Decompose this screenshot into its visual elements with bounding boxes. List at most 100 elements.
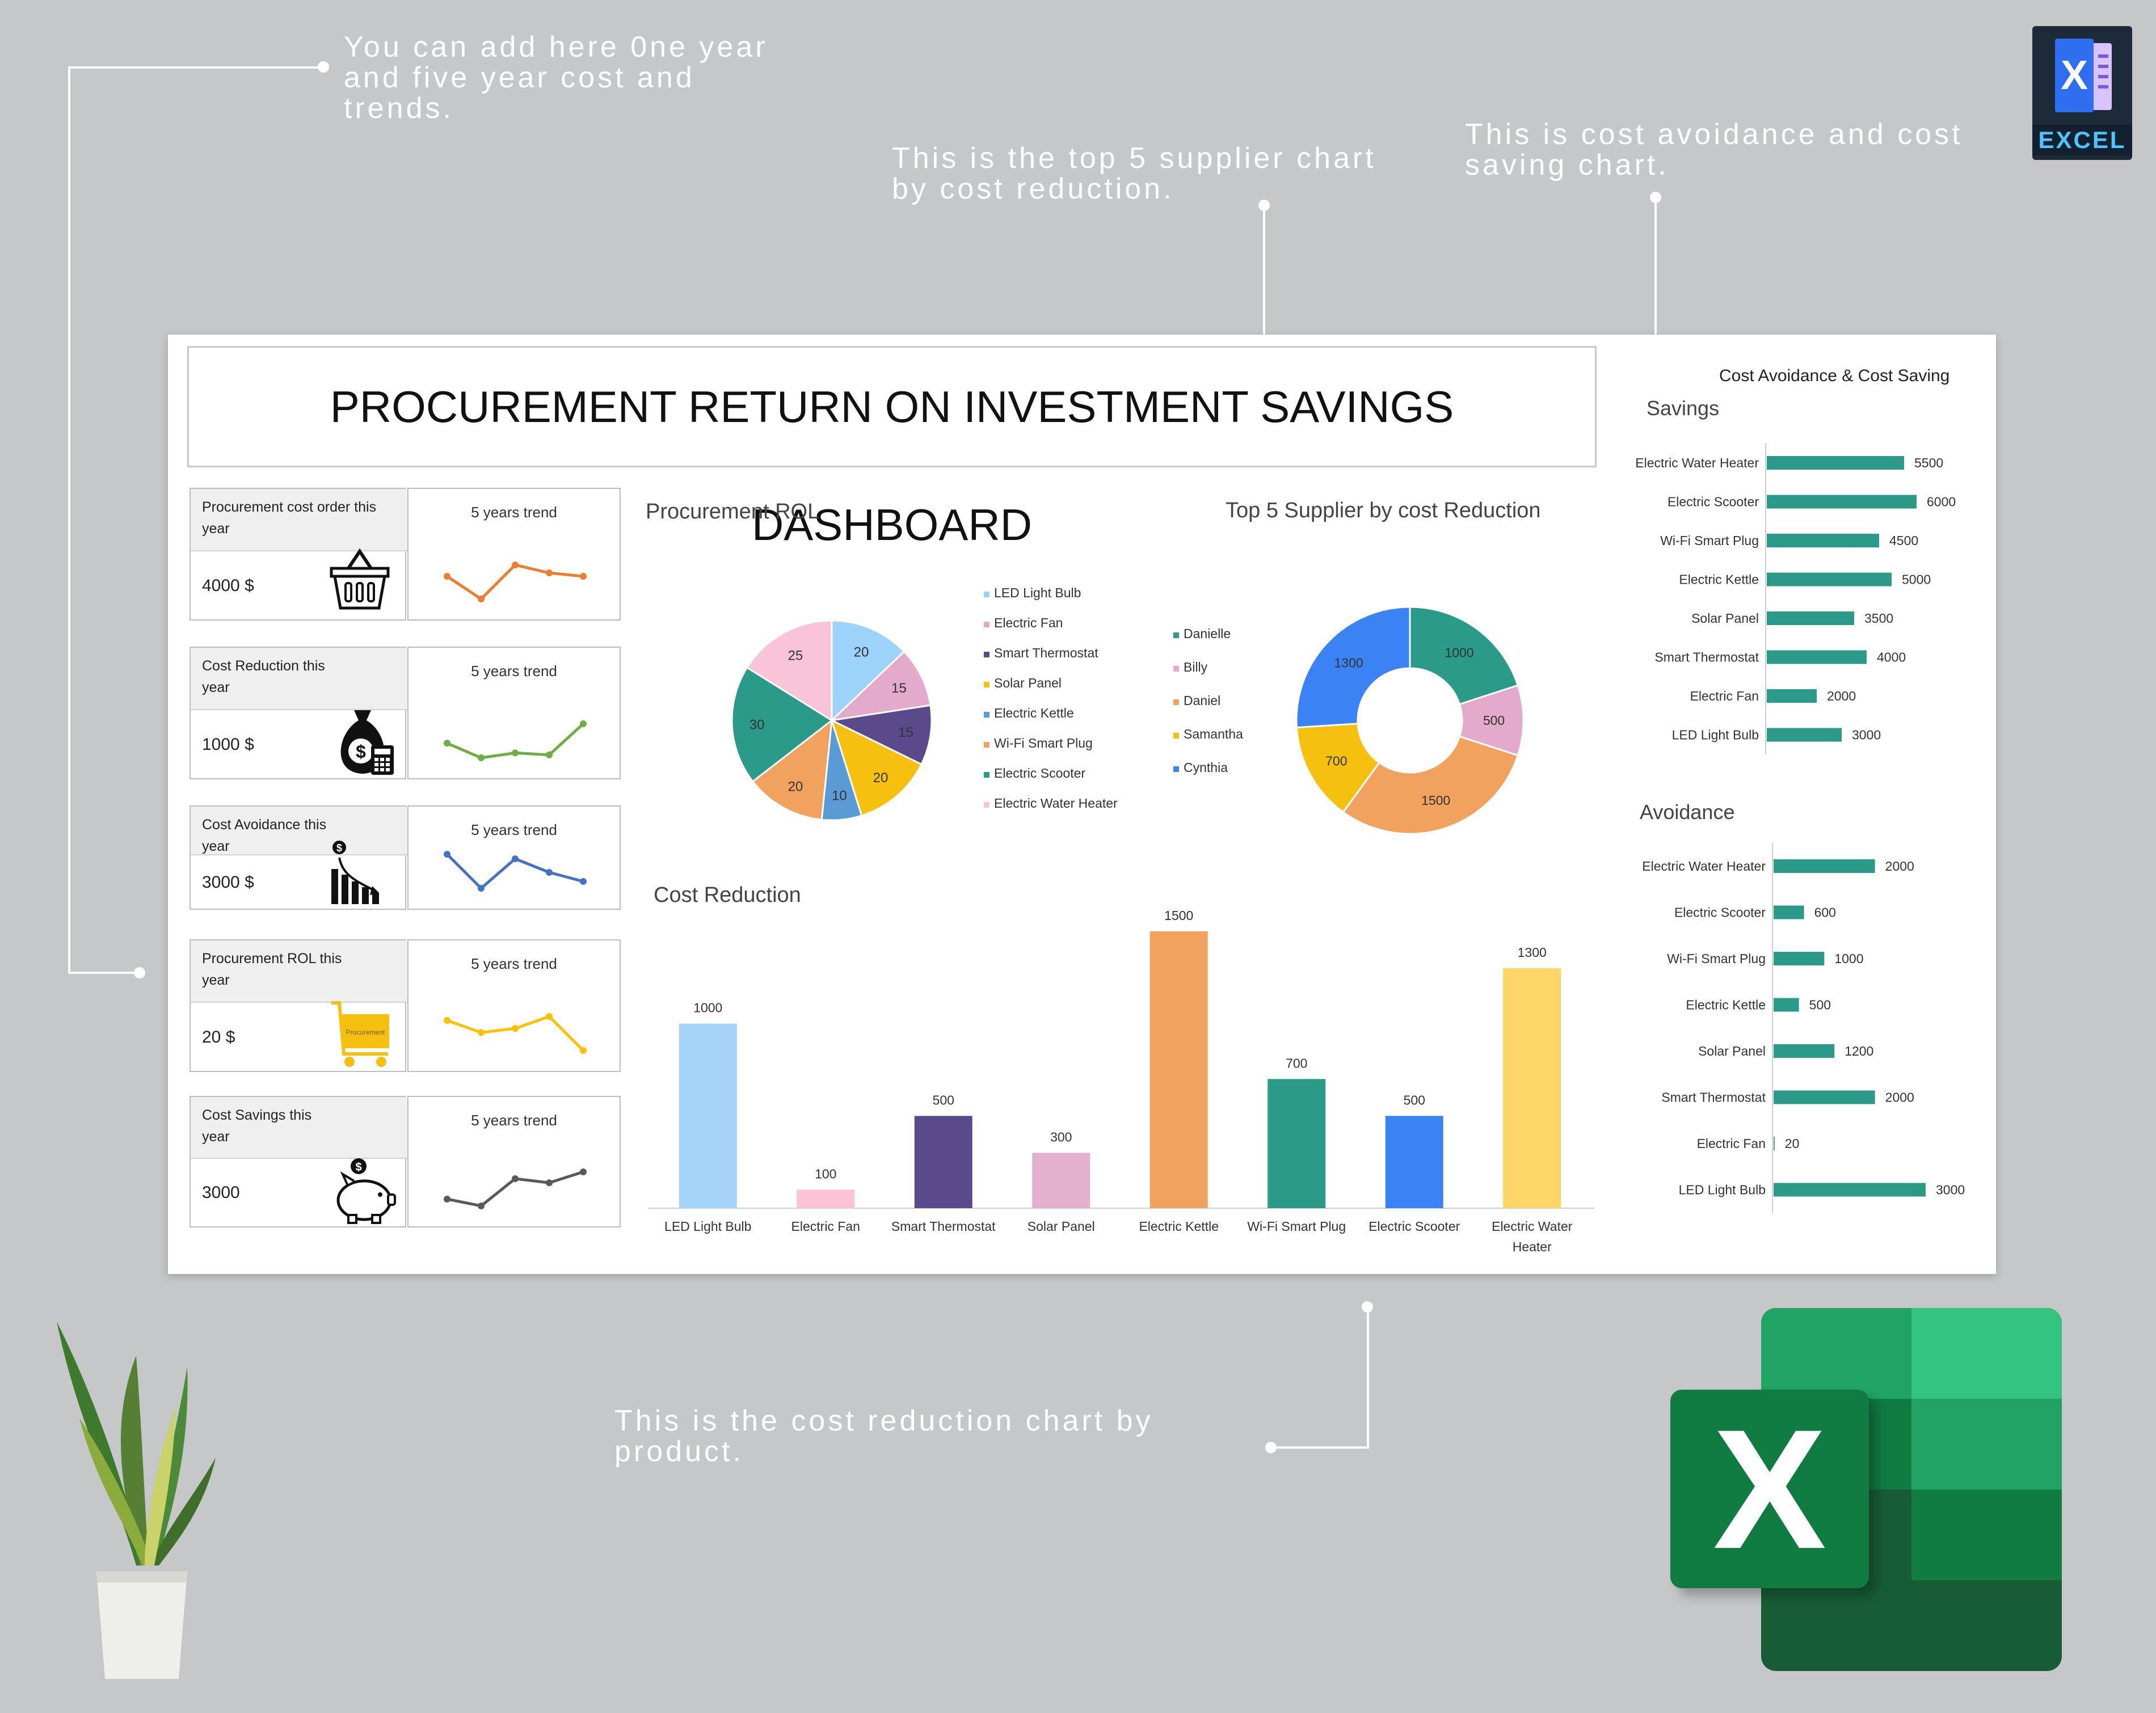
- sparkline-point: [444, 1196, 450, 1203]
- pie-slice: [829, 704, 933, 766]
- hbar: [1767, 534, 1879, 547]
- donut-legend-label: Billy: [1184, 660, 1208, 674]
- pie-legend-swatch: [984, 652, 989, 657]
- bar: [1149, 931, 1208, 1208]
- kpi-sparkline: [444, 720, 587, 761]
- donut-segment: [1342, 735, 1519, 835]
- hbar-category-label: Solar Panel: [1698, 1044, 1766, 1058]
- hbar-value-label: 1000: [1834, 951, 1863, 966]
- donut-legend-swatch: [1173, 733, 1179, 739]
- kpi-panel: Procurement cost order this year 4000 $ 5 y…: [168, 335, 633, 1274]
- bar-category-label: LED Light Bulb: [664, 1219, 751, 1234]
- pie-slice: [830, 719, 923, 817]
- bar-category-label: Heater: [1513, 1239, 1552, 1254]
- kpi-trend-label: 5 years trend: [471, 955, 557, 972]
- sparkline-point: [444, 1017, 450, 1024]
- pie-slice: [731, 666, 833, 783]
- badge-label: EXCEL: [2032, 125, 2132, 155]
- sparkline-point: [444, 573, 450, 580]
- bar: [1503, 968, 1561, 1208]
- kpi-label-line2: year: [202, 972, 230, 988]
- pie-slice-label: 20: [873, 770, 888, 786]
- hbar-category-label: Electric Fan: [1697, 1136, 1766, 1151]
- pie-title: Procurement ROL: [646, 500, 819, 524]
- sparkline-point: [546, 569, 553, 576]
- bar-category-label: Electric Scooter: [1368, 1219, 1460, 1234]
- kpi-label-line1: Cost Reduction this: [202, 658, 325, 674]
- kpi-sparkline: [444, 851, 587, 892]
- kpi-value: 1000 $: [202, 735, 254, 754]
- bar-value-label: 1500: [1164, 908, 1193, 923]
- hbar: [1774, 998, 1799, 1012]
- kpi-card: Cost Savings this year 3000 $5 years trend: [190, 1096, 621, 1227]
- hbar-value-label: 2000: [1885, 1090, 1914, 1105]
- bar: [914, 1116, 972, 1208]
- donut-legend-swatch: [1173, 666, 1179, 672]
- hbar-value-label: 500: [1809, 998, 1831, 1012]
- pie-legend-swatch: [984, 772, 989, 778]
- hbar-title: Cost Avoidance & Cost Saving: [1719, 366, 1949, 385]
- bar-value-label: 1000: [693, 1001, 722, 1015]
- bar-value-label: 100: [815, 1166, 836, 1181]
- kpi-card: Cost Reduction this year 1000 $ $5 years tr…: [190, 647, 621, 779]
- donut-legend-swatch: [1173, 699, 1179, 705]
- svg-text:$: $: [355, 1161, 361, 1174]
- hbar-value-label: 6000: [1927, 495, 1956, 509]
- hbar: [1774, 952, 1825, 965]
- callout-suppliers: This is the top 5 supplier chart by cost…: [892, 142, 1376, 205]
- svg-text:Procurement: Procurement: [346, 1028, 385, 1036]
- callout-cost-reduction: This is the cost reduction chart by prod…: [614, 1404, 1153, 1468]
- pie-legend-label: Electric Fan: [994, 615, 1063, 630]
- svg-text:$: $: [356, 741, 366, 762]
- hbar-value-label: 3500: [1864, 611, 1893, 626]
- pie-legend-swatch: [984, 802, 989, 808]
- bar: [1268, 1079, 1326, 1208]
- sparkline-point: [546, 1013, 553, 1020]
- donut-legend-label: Daniel: [1184, 693, 1220, 708]
- hbar: [1767, 495, 1917, 509]
- kpi-trend-box: 5 years trend: [407, 647, 621, 779]
- kpi-label-band: Cost Avoidance this year: [191, 807, 407, 855]
- pie-slice: [831, 619, 906, 723]
- charts-canvas: Procurement ROL 20 15 15 20 10 20 30 25 LED Light…: [646, 366, 1965, 1254]
- bar-category-label: Solar Panel: [1028, 1219, 1095, 1234]
- hbar-category-label: Electric Scooter: [1667, 495, 1759, 509]
- sparkline-point: [444, 851, 450, 858]
- donut-title: Top 5 Supplier by cost Reduction: [1226, 499, 1541, 522]
- hbar-value-label: 5000: [1902, 572, 1931, 587]
- hbar-value-label: 2000: [1885, 859, 1914, 874]
- bar-category-label: Electric Fan: [791, 1219, 860, 1234]
- hbar-value-label: 3000: [1852, 728, 1881, 742]
- donut-legend-swatch: [1173, 766, 1179, 772]
- hbar-value-label: 1200: [1845, 1044, 1873, 1058]
- sparkline-point: [546, 751, 553, 758]
- bar-category-label: Electric Kettle: [1139, 1219, 1219, 1234]
- basket-icon: [330, 548, 390, 610]
- hbar-value-label: 3000: [1936, 1183, 1965, 1197]
- pie-slice-label: 10: [832, 788, 847, 803]
- callout-trends: You can add here 0ne year and five year …: [344, 31, 768, 125]
- sparkline-point: [512, 1025, 519, 1032]
- dashboard-sheet: PROCUREMENT RETURN ON INVESTMENT SAVINGS…: [168, 335, 1996, 1274]
- sparkline-point: [546, 1179, 553, 1187]
- kpi-trend-label: 5 years trend: [471, 1112, 557, 1129]
- svg-text:$: $: [336, 842, 342, 854]
- excel-logo: X: [1670, 1308, 2062, 1671]
- sparkline-point: [580, 1047, 587, 1054]
- hbar-value-label: 5500: [1914, 455, 1943, 470]
- kpi-label-line2: year: [202, 1129, 230, 1145]
- pie-legend-label: Electric Water Heater: [994, 796, 1118, 811]
- kpi-trend-box: 5 years trend: [407, 1096, 621, 1227]
- donut-legend-swatch: [1173, 632, 1179, 638]
- kpi-label-box: Cost Avoidance this year 3000 $ $: [190, 805, 407, 910]
- sparkline-point: [546, 869, 553, 876]
- piggy-bank-icon: $: [336, 1158, 396, 1224]
- plant-image: [57, 1322, 216, 1679]
- kpi-sparkline: [444, 1168, 587, 1209]
- donut-legend-label: Danielle: [1184, 626, 1231, 641]
- donut-segment-label: 500: [1483, 713, 1505, 728]
- hbar-category-label: Electric Water Heater: [1642, 859, 1766, 874]
- bar: [797, 1189, 855, 1208]
- bar-value-label: 700: [1286, 1056, 1307, 1070]
- bar-category-label: Wi-Fi Smart Plug: [1247, 1219, 1346, 1234]
